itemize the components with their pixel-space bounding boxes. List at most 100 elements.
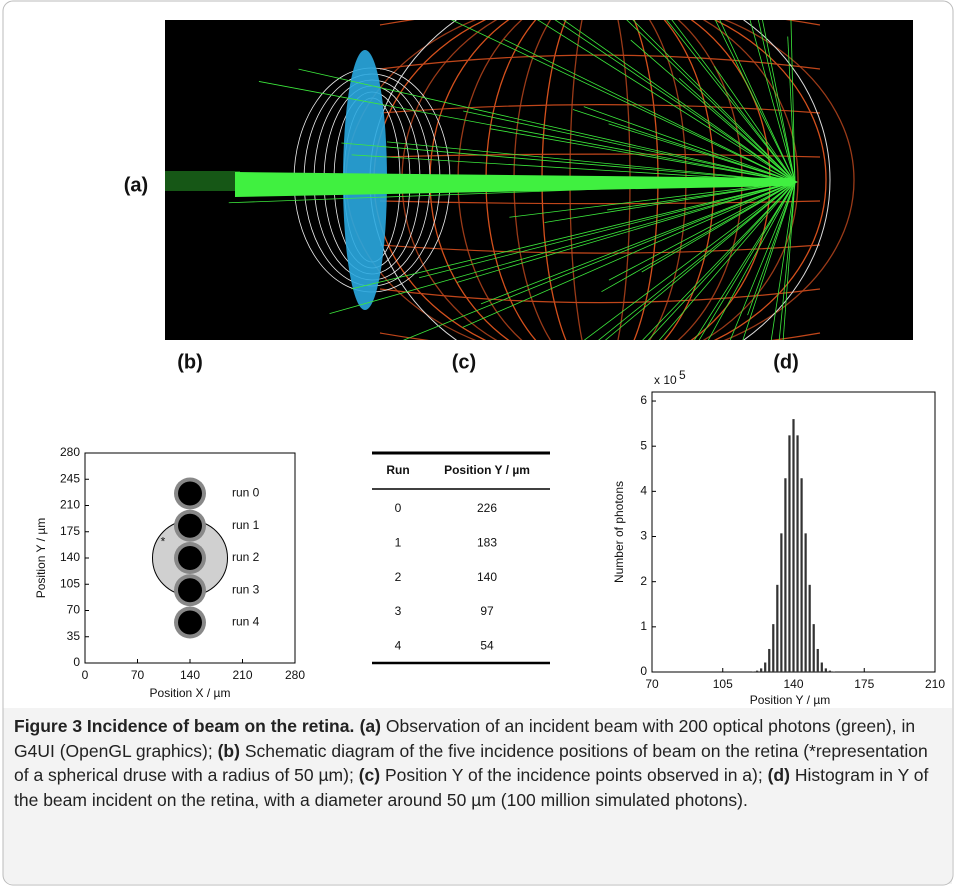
caption-text: (d) — [767, 765, 790, 785]
ray — [351, 181, 796, 290]
table-cell: 97 — [480, 604, 494, 618]
caption-text: Observation of an incident beam with 200… — [14, 716, 916, 761]
ray — [782, 181, 796, 340]
y-tick-label: 0 — [73, 655, 80, 669]
y-axis-label: Number of photons — [612, 481, 626, 583]
ray — [298, 68, 796, 183]
ray — [707, 181, 796, 340]
ray — [457, 181, 796, 283]
table-cell: 226 — [477, 501, 497, 515]
eye-render — [165, 20, 855, 340]
table-cell: 3 — [395, 604, 402, 618]
druse-marker: * — [161, 534, 166, 548]
bar — [756, 670, 759, 672]
beam-spot — [178, 513, 202, 538]
y-tick-label: 0 — [640, 664, 647, 678]
ray — [608, 123, 796, 183]
run-label: run 0 — [232, 486, 260, 500]
y-tick-label: 140 — [60, 550, 80, 564]
ray — [572, 109, 796, 183]
ray — [463, 110, 796, 183]
bar — [792, 419, 795, 672]
ray — [504, 39, 796, 183]
ray — [694, 181, 796, 340]
ray — [598, 181, 796, 340]
caption-text: Schematic diagram of the five incidence … — [14, 740, 928, 786]
table-cell: 2 — [395, 570, 402, 584]
ray — [641, 181, 796, 273]
ray — [608, 181, 796, 281]
table-cell: 183 — [477, 535, 497, 549]
ray — [642, 181, 796, 340]
ray — [762, 20, 796, 183]
x-axis-label: Position Y / µm — [750, 693, 831, 707]
bar — [788, 435, 791, 672]
panel-label: (b) — [177, 351, 203, 373]
bar — [820, 662, 823, 672]
panel-c: Run Position Y / µm 0 226 1 183 2 140 3 97 4 54 — [372, 451, 550, 665]
ray — [402, 181, 796, 340]
ray — [419, 181, 796, 279]
y-tick-label: 105 — [60, 576, 80, 590]
bar — [780, 533, 783, 672]
x-axis-label: Position X / µm — [150, 686, 231, 700]
panel-label: (a) — [124, 174, 148, 196]
y-tick-label: 5 — [640, 438, 647, 452]
wire — [379, 153, 821, 158]
table-header: Position Y / µm — [444, 463, 530, 477]
ray — [729, 181, 796, 340]
ray — [749, 20, 796, 183]
y-tick-label: 35 — [67, 629, 81, 643]
caption-text: Histogram in Y of the beam incident on t… — [14, 765, 929, 810]
run-label: run 3 — [232, 582, 260, 596]
ray — [658, 181, 796, 340]
bar — [784, 478, 787, 672]
ray — [601, 181, 796, 293]
ray — [583, 106, 796, 183]
x-tick-label: 70 — [645, 677, 659, 691]
table-cell: 54 — [480, 638, 494, 652]
run-label: run 4 — [232, 615, 260, 629]
x-tick-label: 210 — [232, 668, 252, 682]
y-tick-label: 3 — [640, 529, 647, 543]
ray — [626, 20, 796, 183]
y-tick-label: 175 — [60, 524, 80, 538]
beam-spot — [178, 578, 202, 603]
y-multiplier: x 10 — [654, 373, 677, 387]
wire — [379, 54, 821, 70]
y-exponent: 5 — [679, 368, 686, 382]
beam-spot — [178, 610, 202, 635]
panel-d: 0 1 2 3 4 5 6 70 105 140 175 210 Position Y / µm Numb… — [612, 368, 945, 707]
x-tick-label: 105 — [713, 677, 733, 691]
bar — [828, 670, 831, 672]
x-tick-label: 0 — [82, 668, 89, 682]
ray — [258, 81, 796, 183]
ray — [632, 20, 796, 183]
ray — [770, 181, 796, 340]
panel-label: (d) — [773, 351, 799, 373]
bar — [772, 624, 775, 672]
ray — [341, 142, 796, 183]
y-tick-label: 280 — [60, 445, 80, 459]
ray — [719, 20, 796, 183]
beam — [235, 172, 798, 197]
bar — [768, 648, 771, 672]
y-tick-label: 4 — [640, 484, 647, 498]
ray — [583, 181, 796, 340]
ray — [509, 181, 796, 218]
wire — [379, 104, 821, 114]
x-tick-label: 175 — [854, 677, 874, 691]
ray — [678, 77, 796, 183]
ray — [630, 39, 796, 183]
y-tick-label: 6 — [640, 393, 647, 407]
ray — [462, 181, 796, 328]
y-tick-label: 70 — [67, 603, 81, 617]
panel-label: (c) — [452, 351, 476, 373]
x-tick-label: 280 — [285, 668, 305, 682]
y-axis-label: Position Y / µm — [34, 518, 48, 599]
bar — [796, 435, 799, 672]
bar — [816, 648, 819, 672]
